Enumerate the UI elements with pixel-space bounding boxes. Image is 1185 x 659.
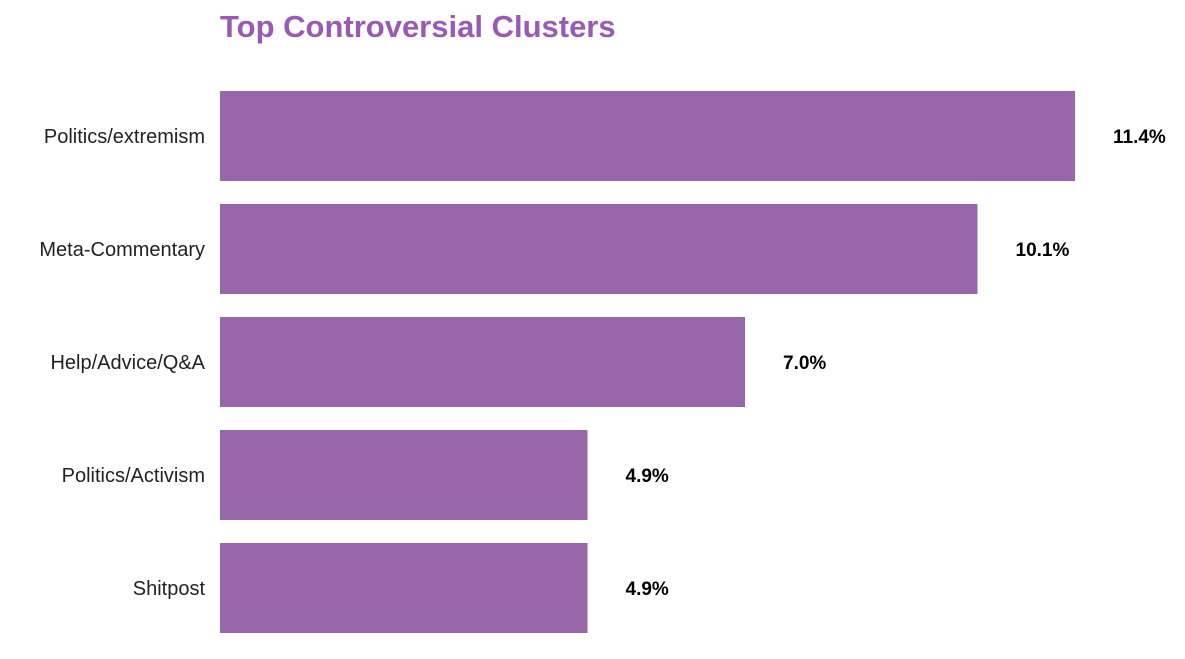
value-label: 4.9% [626,579,669,600]
bar-0 [220,91,1075,181]
category-label: Politics/Activism [62,465,205,487]
category-label: Politics/extremism [44,126,205,148]
bar-4 [220,543,588,633]
category-label: Help/Advice/Q&A [50,352,205,374]
bar-3 [220,430,588,520]
value-label: 7.0% [783,353,826,374]
value-label: 11.4% [1113,127,1166,148]
value-label: 10.1% [1016,240,1070,261]
bar-1 [220,204,978,294]
value-label: 4.9% [626,466,669,487]
chart-title: Top Controversial Clusters [220,9,616,44]
category-label: Shitpost [133,578,206,600]
category-label: Meta-Commentary [39,239,205,261]
bar-2 [220,317,745,407]
